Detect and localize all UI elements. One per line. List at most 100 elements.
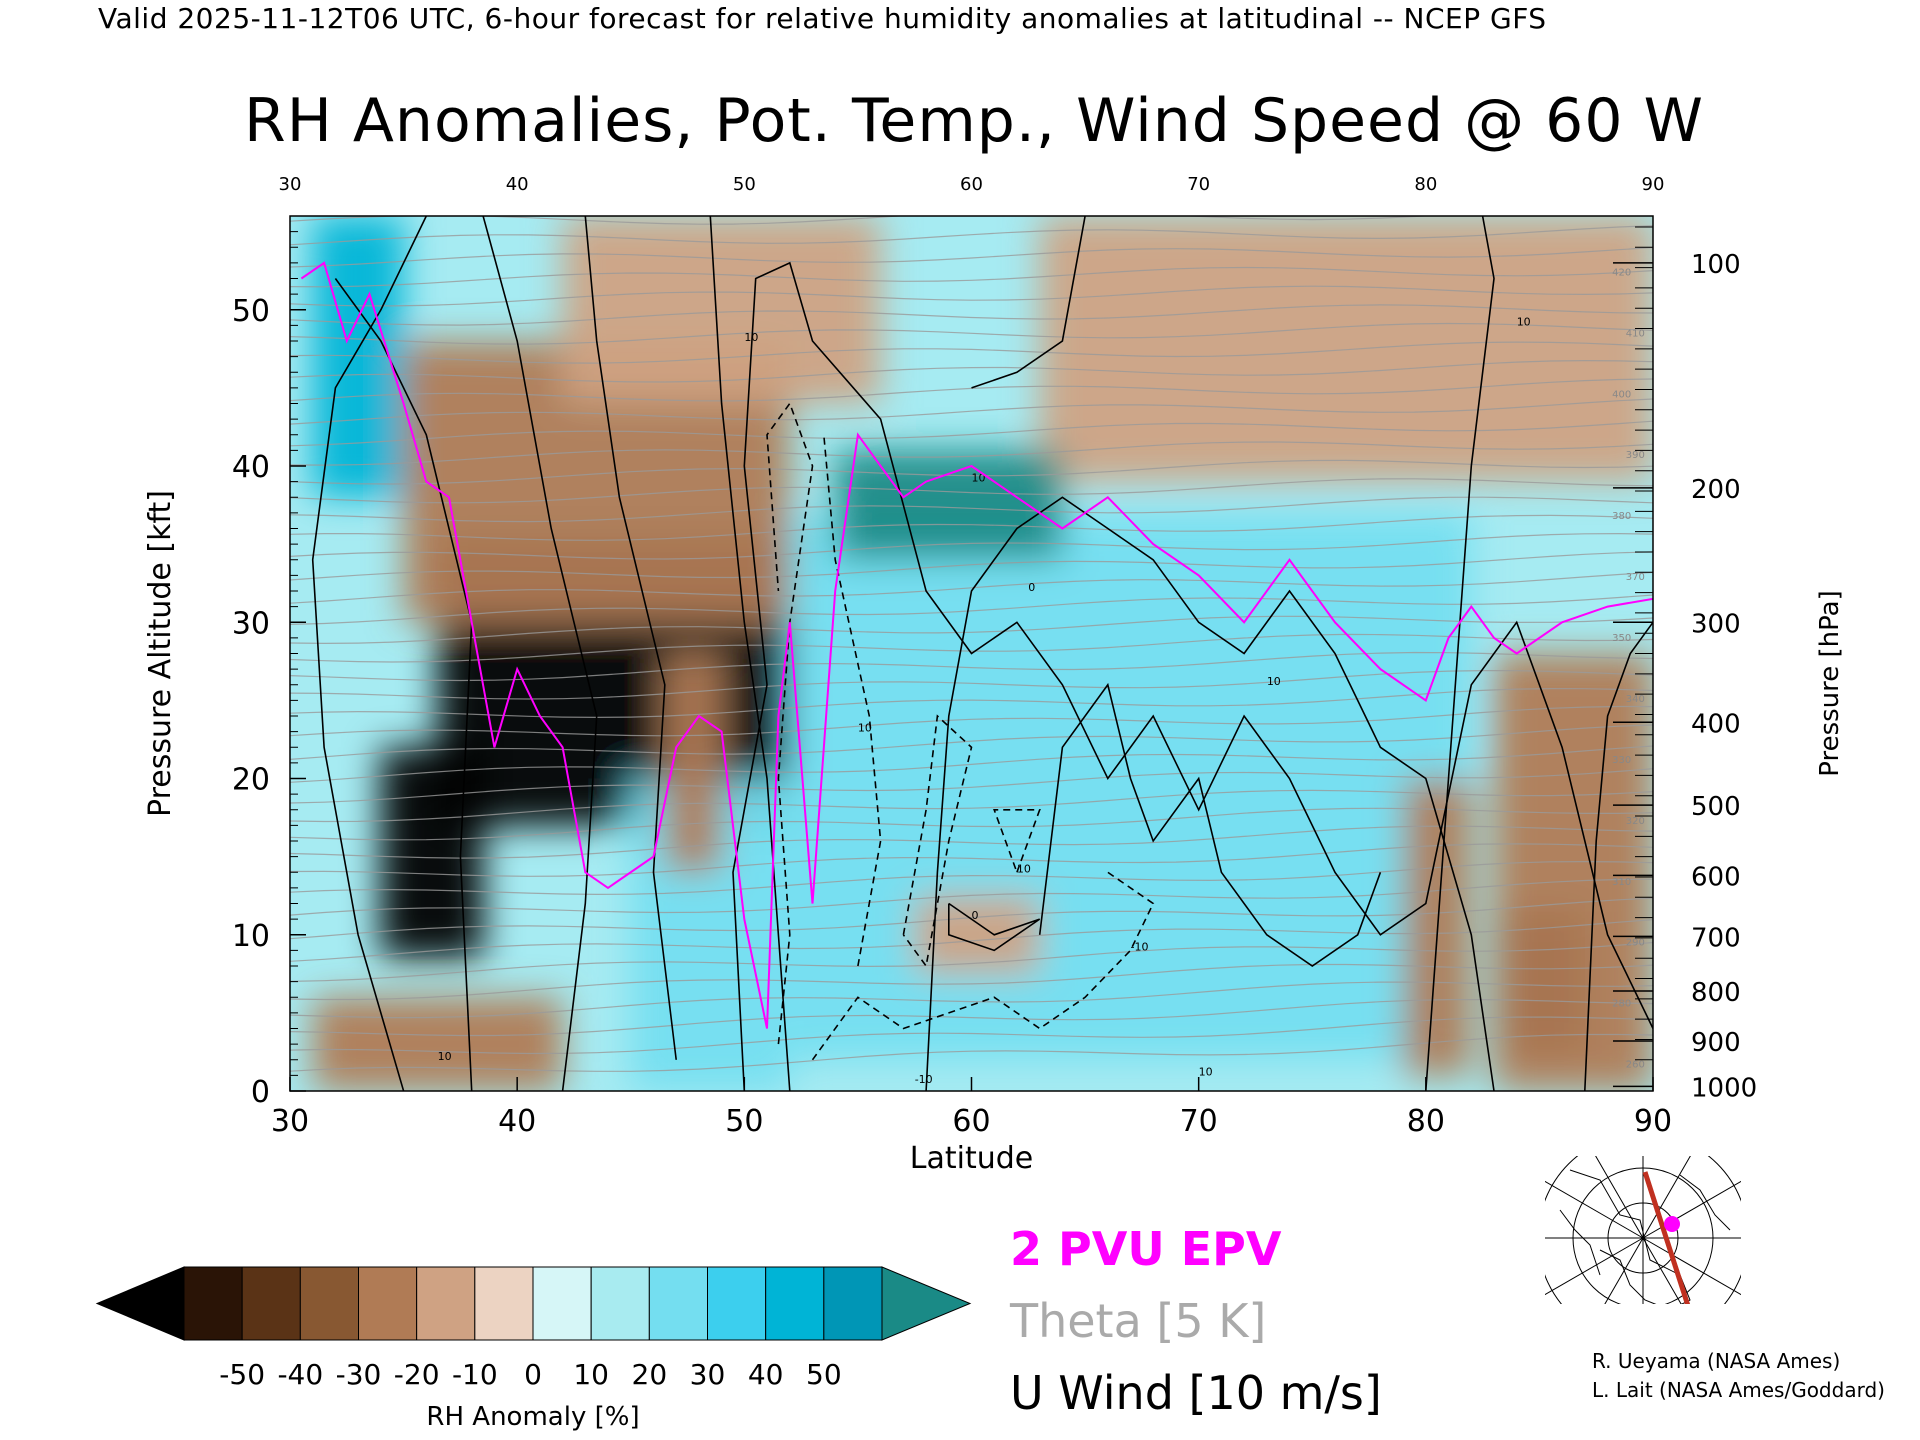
theta-contour [290, 341, 1653, 364]
pressure-tick-label: 200 [1691, 475, 1741, 505]
theta-contour [290, 551, 1653, 581]
x-tick-label: 30 [271, 1104, 309, 1139]
u-wind-contour [334, 278, 473, 1091]
theta-contour [290, 724, 1653, 760]
map-meridian [1545, 1237, 1644, 1296]
theta-contour [290, 1033, 1653, 1072]
u-wind-contour [948, 902, 1041, 952]
x-axis-label: Latitude [910, 1141, 1033, 1176]
u-wind-label: 10 [744, 331, 758, 344]
x-tick-label: 70 [1180, 1104, 1218, 1139]
top-x-tick-label: 90 [1642, 174, 1665, 195]
colorbar-label: RH Anomaly [%] [426, 1402, 639, 1432]
colorbar-segment [648, 1266, 708, 1341]
theta-contour [290, 594, 1653, 625]
u-wind-contour [766, 401, 814, 1045]
theta-label: 370 [1626, 572, 1645, 583]
theta-contour [290, 651, 1653, 682]
map-inset [1545, 1156, 1741, 1304]
theta-label: 340 [1626, 694, 1645, 705]
theta-label: 380 [1612, 511, 1631, 522]
pressure-tick-label: 900 [1691, 1028, 1741, 1058]
y-tick-label: 40 [232, 450, 270, 485]
colorbar-segment [707, 1266, 767, 1341]
top-x-tick-label: 40 [506, 174, 529, 195]
u-wind-contour [902, 714, 973, 968]
colorbar-tick-label: 0 [524, 1358, 542, 1391]
colorbar-segment [183, 1266, 243, 1341]
map-coastline [1599, 1249, 1657, 1304]
colorbar-tick-label: -50 [219, 1358, 265, 1391]
x-tick-label: 40 [498, 1104, 536, 1139]
theta-contour [290, 459, 1653, 485]
u-wind-contour [1425, 216, 1495, 1091]
rh-region-strat-polar [1039, 216, 1653, 482]
theta-label: 390 [1626, 450, 1645, 461]
theta-label: 410 [1626, 328, 1645, 339]
credit-line-1: R. Ueyama (NASA Ames) [1592, 1349, 1841, 1373]
u-wind-label: -10 [1131, 940, 1149, 953]
pressure-tick-label: 400 [1691, 709, 1741, 739]
rh-region-dry-low [380, 747, 484, 959]
colorbar-tick-label: 10 [573, 1358, 609, 1391]
theta-contour [290, 825, 1653, 859]
y-tick-label: 30 [232, 606, 270, 641]
theta-contour [290, 304, 1653, 326]
theta-label: 330 [1612, 755, 1631, 766]
u-wind-contour [823, 434, 882, 967]
map-meridian [1604, 1237, 1644, 1304]
u-wind-contour [971, 216, 1086, 389]
y-tick-label: 0 [251, 1075, 270, 1110]
theta-contour [290, 897, 1653, 940]
map-meridian [1595, 1156, 1644, 1239]
colorbar-tick-label: 50 [806, 1358, 842, 1391]
u-wind-label: 10 [1199, 1065, 1213, 1078]
theta-contour [290, 420, 1653, 447]
theta-contour [290, 266, 1653, 288]
top-x-tick-label: 50 [733, 174, 756, 195]
theta-contour [290, 496, 1653, 523]
u-wind-label: 0 [1028, 581, 1035, 594]
epv-line [300, 261, 1653, 1029]
theta-contour [290, 669, 1653, 700]
y2-axis-label: Pressure [hPa] [1815, 590, 1845, 777]
theta-contour [290, 615, 1653, 645]
theta-contour [290, 745, 1653, 783]
chart-title: RH Anomalies, Pot. Temp., Wind Speed @ 6… [244, 86, 1704, 156]
u-wind-contour [732, 261, 1653, 1091]
theta-contour [290, 768, 1653, 804]
theta-contour [290, 514, 1653, 541]
pressure-tick-label: 1000 [1691, 1073, 1757, 1103]
colorbar: -50 -40 -30 -20 -10 0 10 20 30 40 50 RH Anomaly [%] [95, 1266, 972, 1432]
theta-contour [290, 246, 1653, 268]
colorbar-segment [241, 1266, 301, 1341]
pressure-tick-label: 500 [1691, 792, 1741, 822]
u-wind-contour [311, 216, 428, 1091]
theta-contour [290, 687, 1653, 719]
theta-contour [290, 981, 1653, 1019]
map-meridian [1545, 1180, 1644, 1239]
u-wind-label: -10 [915, 1073, 933, 1086]
map-coastline [1679, 1174, 1731, 1231]
colorbar-tick-label: 20 [632, 1358, 668, 1391]
pressure-tick-label: 800 [1691, 978, 1741, 1008]
colorbar-tick-label: -10 [452, 1358, 498, 1391]
rh-region-neg-84 [1493, 653, 1653, 1091]
x-tick-label: 60 [952, 1104, 990, 1139]
colorbar-under-triangle [95, 1266, 185, 1341]
u-wind-contour [482, 216, 598, 1091]
colorbar-segment [299, 1266, 360, 1341]
top-x-tick-label: 80 [1414, 174, 1437, 195]
colorbar-tick-label: 40 [748, 1358, 784, 1391]
y-tick-label: 10 [232, 919, 270, 954]
polar-stereographic-map-icon [1545, 1156, 1741, 1304]
u-wind-contour [1038, 682, 1382, 967]
colorbar-tick-label: -40 [277, 1358, 323, 1391]
theta-contour [290, 789, 1653, 823]
theta-contour [290, 378, 1653, 402]
colorbar-over-triangle [881, 1266, 972, 1341]
colorbar-tick-label: -30 [336, 1358, 382, 1391]
theta-contour [290, 285, 1653, 307]
